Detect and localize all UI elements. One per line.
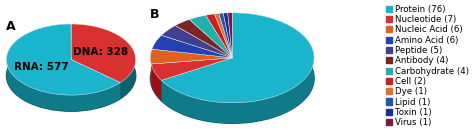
Text: A: A	[6, 20, 15, 33]
Polygon shape	[7, 24, 120, 111]
Polygon shape	[214, 13, 232, 58]
Text: RNA: 577: RNA: 577	[14, 62, 69, 72]
Polygon shape	[151, 64, 161, 101]
Ellipse shape	[7, 40, 136, 111]
Polygon shape	[7, 24, 120, 95]
Text: DNA: 328: DNA: 328	[73, 47, 128, 57]
Polygon shape	[190, 15, 232, 58]
Polygon shape	[150, 49, 152, 84]
Polygon shape	[151, 58, 232, 80]
Polygon shape	[161, 13, 314, 123]
Polygon shape	[175, 19, 232, 58]
Polygon shape	[223, 13, 232, 58]
Legend: Protein (76), Nucleotide (7), Nucleic Acid (6), Amino Acid (6), Peptide (5), Ant: Protein (76), Nucleotide (7), Nucleic Ac…	[385, 4, 470, 128]
Polygon shape	[161, 25, 232, 58]
Polygon shape	[206, 14, 232, 58]
Polygon shape	[152, 35, 232, 58]
Polygon shape	[161, 13, 314, 103]
Polygon shape	[219, 13, 232, 58]
Ellipse shape	[150, 33, 314, 123]
Polygon shape	[150, 49, 232, 64]
Polygon shape	[228, 13, 232, 58]
Text: B: B	[149, 8, 159, 21]
Polygon shape	[71, 24, 136, 83]
